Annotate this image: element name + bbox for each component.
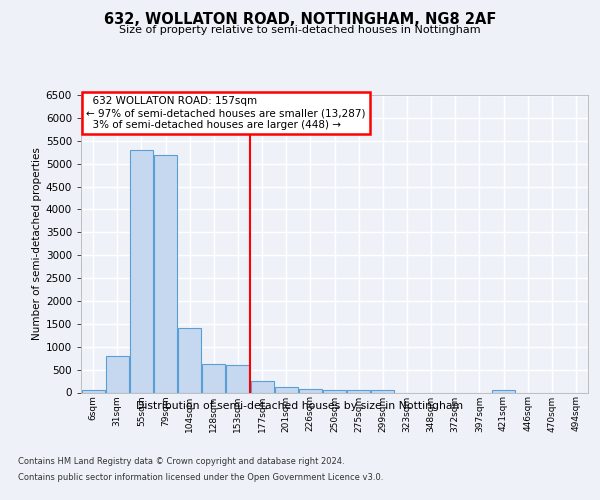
Bar — [299, 389, 322, 392]
Bar — [106, 356, 128, 393]
Text: Distribution of semi-detached houses by size in Nottingham: Distribution of semi-detached houses by … — [136, 401, 464, 411]
Bar — [275, 387, 298, 392]
Bar — [130, 150, 153, 392]
Text: 632, WOLLATON ROAD, NOTTINGHAM, NG8 2AF: 632, WOLLATON ROAD, NOTTINGHAM, NG8 2AF — [104, 12, 496, 28]
Bar — [492, 390, 515, 392]
Bar — [82, 390, 104, 392]
Text: Contains public sector information licensed under the Open Government Licence v3: Contains public sector information licen… — [18, 472, 383, 482]
Text: Contains HM Land Registry data © Crown copyright and database right 2024.: Contains HM Land Registry data © Crown c… — [18, 458, 344, 466]
Bar — [202, 364, 225, 392]
Y-axis label: Number of semi-detached properties: Number of semi-detached properties — [32, 148, 41, 340]
Bar — [371, 390, 394, 392]
Bar — [323, 390, 346, 392]
Text: 632 WOLLATON ROAD: 157sqm
← 97% of semi-detached houses are smaller (13,287)
  3: 632 WOLLATON ROAD: 157sqm ← 97% of semi-… — [86, 96, 365, 130]
Bar — [226, 365, 250, 392]
Bar — [154, 154, 177, 392]
Bar — [178, 328, 201, 392]
Text: Size of property relative to semi-detached houses in Nottingham: Size of property relative to semi-detach… — [119, 25, 481, 35]
Bar — [251, 380, 274, 392]
Bar — [347, 390, 370, 392]
